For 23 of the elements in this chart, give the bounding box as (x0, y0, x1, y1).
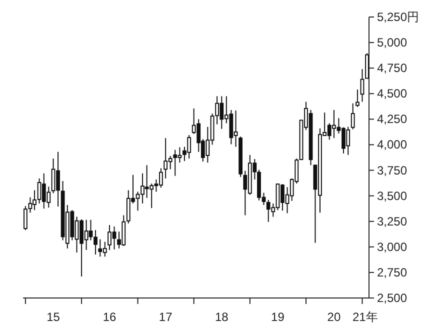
y-tick-label: 2,500 (377, 291, 408, 305)
y-tick-label: 4,500 (377, 86, 408, 101)
candlestick (173, 149, 178, 176)
y-tick-label: 5,250円 (377, 10, 420, 24)
y-tick-label: 3,750 (377, 163, 408, 178)
y-tick-label: 5,000 (377, 36, 408, 50)
y-tick-label: 2,750 (377, 265, 408, 280)
candlestick (350, 102, 355, 130)
x-tick-label: 20 (327, 310, 341, 324)
x-tick-label: 17 (158, 310, 173, 324)
candlestick (356, 89, 360, 108)
y-tick-label: 3,500 (377, 188, 408, 203)
x-tick-label: 18 (214, 310, 229, 324)
x-tick-label: 21年 (352, 310, 378, 324)
y-tick-label: 4,750 (377, 61, 408, 76)
y-tick-label: 3,000 (377, 240, 408, 254)
y-tick-label: 3,250 (377, 214, 408, 228)
y-tick-label: 4,250 (377, 112, 408, 126)
y-tick-label: 4,000 (377, 138, 408, 152)
x-tick-label: 16 (102, 310, 116, 324)
candlestick (365, 52, 369, 79)
x-tick-label: 15 (46, 310, 60, 324)
x-tick-label: 19 (271, 310, 285, 324)
